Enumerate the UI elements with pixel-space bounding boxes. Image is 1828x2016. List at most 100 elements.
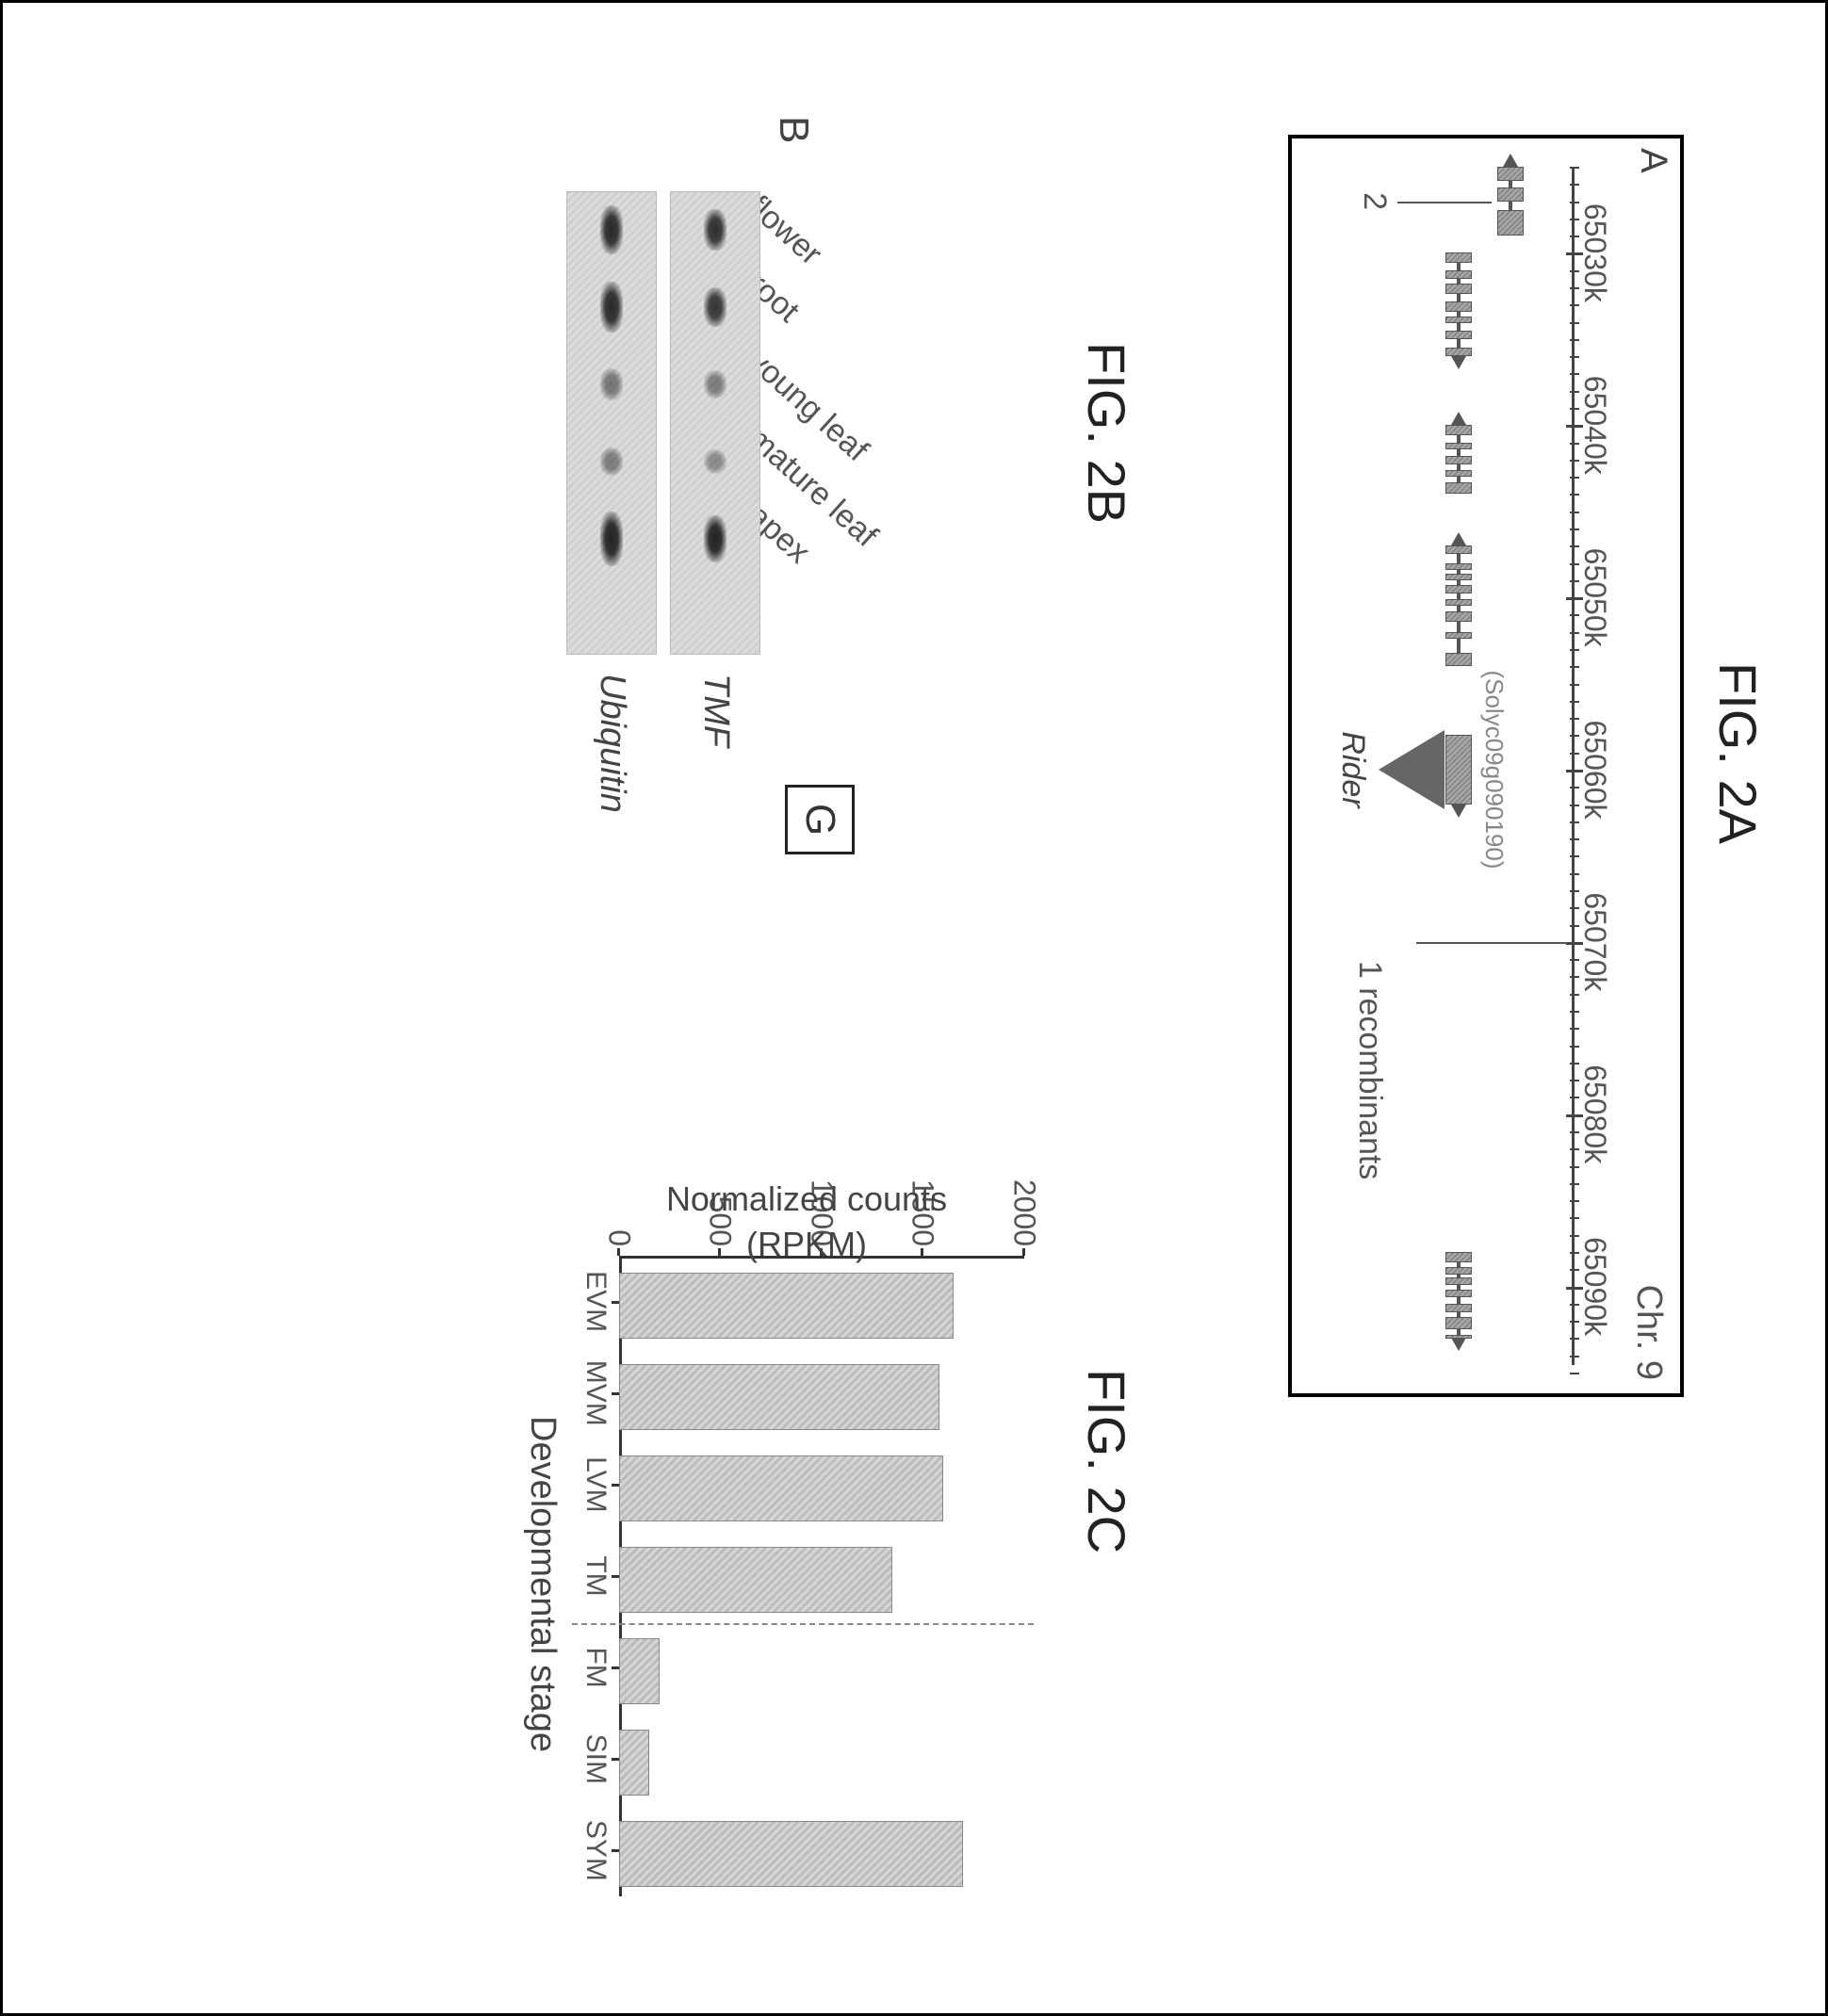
gene-track: 21 recombinants(Solyc09g090190)Rider xyxy=(1322,167,1539,1365)
fig-2a-label: FIG. 2A xyxy=(1707,662,1769,844)
gene-model xyxy=(1440,252,1477,356)
gene-model xyxy=(1440,735,1477,804)
stage-separator-dashed-line xyxy=(572,1623,1034,1625)
y-axis-title-line1: Normalized counts xyxy=(665,1179,948,1219)
x-axis-title: Developmental stage xyxy=(522,1416,563,1752)
bar xyxy=(619,1821,964,1887)
ruler-minor-tick xyxy=(1570,821,1579,823)
y-axis-title-line2: (RPKM) xyxy=(665,1225,948,1264)
exon-block xyxy=(1445,735,1472,804)
x-tick-mark xyxy=(612,1758,619,1761)
exon-block xyxy=(1445,1317,1472,1329)
y-tick-mark xyxy=(1022,1248,1025,1256)
page-rotated-container: FIG. 2A FIG. 2B FIG. 2C A Chr. 9 65030k6… xyxy=(0,0,1828,2016)
ruler-axis-line xyxy=(1572,167,1575,1365)
ruler-minor-tick xyxy=(1570,1200,1579,1202)
gel-band xyxy=(600,282,623,333)
fig-2b-label: FIG. 2B xyxy=(1076,342,1137,524)
exon-block xyxy=(1497,210,1524,236)
exon-block xyxy=(1445,456,1472,464)
ruler-minor-tick xyxy=(1570,1356,1579,1358)
marker-line-left xyxy=(1397,202,1492,203)
bar xyxy=(619,1547,892,1613)
ruler-tick-label: 65070k xyxy=(1577,892,1612,991)
exon-block xyxy=(1445,563,1472,570)
exon-block xyxy=(1445,348,1472,356)
panel-c-bar-chart: 0500100015002000EVMMVMLVMTMFMSIMSYM Norm… xyxy=(459,1077,1043,1943)
x-tick-label: FM xyxy=(579,1647,612,1687)
exon-block xyxy=(1445,470,1472,477)
exon-block xyxy=(1445,482,1472,495)
ruler-minor-tick xyxy=(1570,1217,1579,1219)
gene-direction-arrow xyxy=(1451,412,1466,425)
exon-block xyxy=(1445,425,1472,435)
ruler-minor-tick xyxy=(1570,994,1579,996)
ruler-minor-tick xyxy=(1570,666,1579,668)
chromosome-label: Chr. 9 xyxy=(1628,1285,1669,1380)
ruler-minor-tick xyxy=(1570,184,1579,186)
genomic-ruler: 65030k65040k65050k65060k65070k65080k6509… xyxy=(1565,167,1612,1365)
panel-b-gel: B G flowerrootyoung leafmature leafapex-… xyxy=(497,106,1024,888)
gene-direction-arrow xyxy=(1451,356,1466,369)
gel-band xyxy=(704,287,726,327)
bar xyxy=(619,1273,954,1339)
x-tick-label: MVM xyxy=(579,1360,612,1426)
exon-block xyxy=(1445,611,1472,622)
gene-model xyxy=(1492,167,1529,236)
ruler-minor-tick xyxy=(1570,528,1579,530)
exon-block xyxy=(1445,1304,1472,1312)
gel-row-block xyxy=(566,191,657,655)
x-tick-mark xyxy=(612,1484,619,1487)
ruler-minor-tick xyxy=(1570,494,1579,496)
gel-band xyxy=(704,449,726,474)
gene-model xyxy=(1440,545,1477,666)
ruler-minor-tick xyxy=(1570,1166,1579,1168)
x-tick-label: SIM xyxy=(579,1734,612,1784)
ruler-minor-tick xyxy=(1570,684,1579,686)
exon-block xyxy=(1445,317,1472,323)
chart-plot-area: 0500100015002000EVMMVMLVMTMFMSIMSYM xyxy=(619,1256,1024,1896)
panel-b-letter: B xyxy=(770,116,817,143)
panel-a-letter: A xyxy=(1632,148,1674,173)
x-tick-mark xyxy=(612,1392,619,1395)
exon-block xyxy=(1445,443,1472,449)
ruler-minor-tick xyxy=(1570,512,1579,513)
exon-block xyxy=(1445,301,1472,312)
ruler-minor-tick xyxy=(1570,1373,1579,1374)
gel-row-label: Ubiquitin xyxy=(592,674,632,813)
exon-block xyxy=(1445,653,1472,667)
ruler-minor-tick xyxy=(1570,1338,1579,1340)
bar xyxy=(619,1364,939,1430)
gene-direction-arrow xyxy=(1451,805,1466,818)
x-tick-mark xyxy=(612,1575,619,1578)
panel-g-letter-box: G xyxy=(785,785,855,854)
exon-block xyxy=(1497,187,1524,202)
y-tick-mark xyxy=(617,1248,620,1256)
x-tick-mark xyxy=(612,1301,619,1304)
exon-block xyxy=(1445,632,1472,639)
x-tick-label: SYM xyxy=(579,1820,612,1881)
ruler-tick-label: 65060k xyxy=(1577,721,1612,820)
exon-block xyxy=(1445,1277,1472,1284)
exon-block xyxy=(1445,331,1472,339)
exon-block xyxy=(1497,167,1524,181)
x-tick-mark xyxy=(612,1666,619,1669)
gel-band xyxy=(600,368,623,400)
gel-band xyxy=(704,209,726,251)
exon-block xyxy=(1445,284,1472,294)
bar xyxy=(619,1730,649,1796)
marker-line-right xyxy=(1416,942,1567,944)
bar xyxy=(619,1638,660,1704)
bar xyxy=(619,1455,943,1521)
ruler-minor-tick xyxy=(1570,649,1579,651)
exon-block xyxy=(1445,1290,1472,1296)
exon-block xyxy=(1445,270,1472,279)
gel-band xyxy=(704,515,726,562)
ruler-minor-tick xyxy=(1570,1183,1579,1185)
ruler-minor-tick xyxy=(1570,701,1579,703)
panel-g-letter: G xyxy=(796,804,843,836)
x-tick-label: LVM xyxy=(579,1456,612,1512)
ruler-tick-label: 65030k xyxy=(1577,203,1612,302)
gene-direction-arrow xyxy=(1451,1338,1466,1351)
y-tick-label: 2000 xyxy=(1007,1162,1042,1246)
